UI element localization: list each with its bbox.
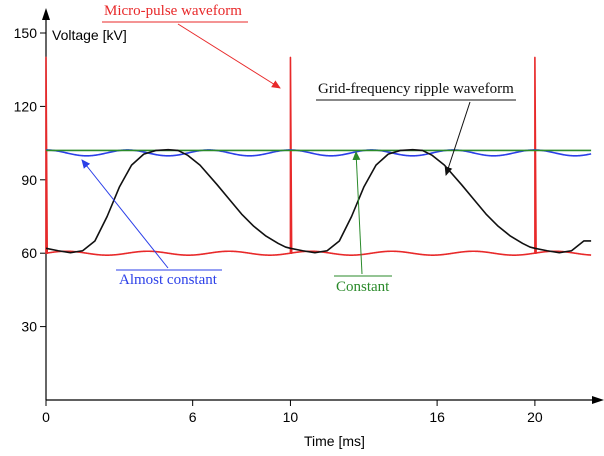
annotation-micro-pulse-arrow (177, 23, 281, 89)
tick-group: 30 60 90 120 150 0 6 10 16 20 (14, 25, 543, 425)
x-tick-label: 16 (429, 409, 445, 425)
y-tick-label: 150 (14, 25, 38, 41)
y-axis-arrow (42, 8, 50, 20)
annotation-almost-constant-label: Almost constant (119, 272, 218, 288)
y-tick-label: 120 (14, 98, 38, 114)
annotation-micro-pulse-label: Micro-pulse waveform (104, 3, 242, 19)
series-group (45, 56, 592, 256)
annotation-constant-arrow (352, 151, 363, 275)
x-axis-arrow (592, 396, 604, 404)
x-axis-title: Time [ms] (304, 433, 365, 449)
annotation-ripple-arrow (444, 101, 471, 176)
x-tick-label: 6 (189, 409, 197, 425)
x-tick-label: 0 (42, 409, 50, 425)
annotation-constant-label: Constant (336, 279, 390, 295)
x-tick-label: 20 (527, 409, 543, 425)
annotation-ripple-label: Grid-frequency ripple waveform (318, 81, 514, 97)
annotation-micro-pulse: Micro-pulse waveform (102, 3, 281, 89)
x-tick-label: 10 (283, 409, 299, 425)
series-line-black (45, 148, 592, 254)
y-tick-label: 30 (21, 319, 37, 335)
y-axis-title: Voltage [kV] (52, 27, 127, 43)
annotation-almost-constant: Almost constant (81, 159, 222, 288)
annotation-constant: Constant (334, 151, 392, 295)
annotation-almost-constant-arrow (81, 159, 169, 269)
annotation-ripple: Grid-frequency ripple waveform (316, 81, 516, 176)
y-tick-label: 60 (21, 245, 37, 261)
y-tick-label: 90 (21, 172, 37, 188)
